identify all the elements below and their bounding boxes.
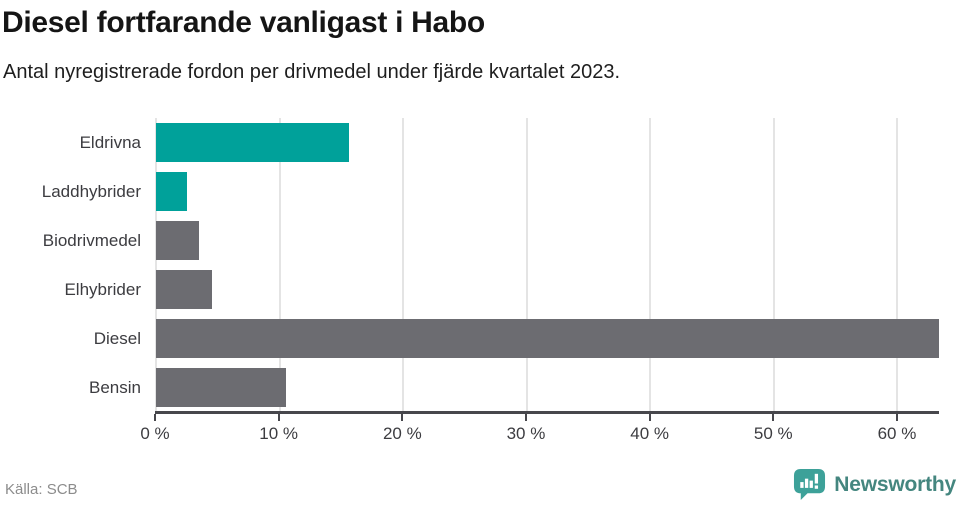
x-axis-tick (772, 414, 775, 421)
plot-area (155, 118, 939, 412)
y-axis-label: Diesel (93, 329, 141, 348)
y-axis-label: Elhybrider (64, 280, 141, 299)
x-axis-tick-label: 30 % (506, 424, 546, 443)
gridline (649, 118, 651, 412)
bar-elhybrider (156, 270, 212, 309)
x-axis-tick (277, 414, 280, 421)
y-axis-label: Bensin (89, 378, 141, 397)
bar-row (156, 118, 939, 167)
x-axis-tick (154, 414, 156, 421)
x-axis-tick-label: 50 % (753, 424, 793, 443)
y-axis-label: Laddhybrider (41, 182, 141, 201)
bar-bensin (156, 368, 286, 407)
chart-subtitle: Antal nyregistrerade fordon per drivmede… (3, 61, 621, 83)
y-axis-label: Biodrivmedel (42, 231, 141, 250)
x-axis-tick (648, 414, 651, 421)
newsworthy-speech-bubble-barchart-icon (793, 468, 826, 501)
gridline (772, 118, 775, 412)
bar-row (156, 314, 939, 363)
gridline (525, 118, 528, 412)
x-axis-tick-label: 40 % (630, 424, 669, 443)
x-axis-tick (895, 414, 898, 421)
x-axis-tick-label: 0 % (140, 424, 170, 443)
x-axis-tick-label: 10 % (259, 424, 299, 443)
y-axis-label: Eldrivna (79, 133, 141, 152)
gridline (278, 118, 281, 412)
bar-row (156, 167, 939, 216)
x-axis-tick-label: 20 % (382, 424, 422, 443)
source-note: Källa: SCB (5, 481, 78, 498)
bar-row (156, 363, 939, 412)
bar-row (156, 216, 939, 265)
newsworthy-logo: Newsworthy (793, 468, 956, 501)
bar-biodrivmedel (156, 221, 200, 260)
newsworthy-wordmark: Newsworthy (834, 472, 956, 496)
gridline (155, 118, 157, 412)
gridline (402, 118, 404, 412)
x-axis-tick (524, 414, 527, 421)
bar-diesel (156, 319, 939, 358)
bar-laddhybrider (156, 172, 187, 211)
y-axis-labels: Eldrivna Laddhybrider Biodrivmedel Elhybrid… (0, 118, 141, 412)
x-axis-tick-label: 60 % (877, 424, 917, 443)
bar-eldrivna (156, 123, 349, 162)
x-axis-tick (401, 414, 404, 421)
x-axis: 0 % 10 % 20 % 30 % 40 % 50 % 60 % (140, 411, 939, 451)
gridline (896, 118, 898, 412)
bar-row (156, 265, 939, 314)
x-axis-line (155, 411, 939, 414)
chart-title: Diesel fortfarande vanligast i Habo (2, 6, 485, 39)
